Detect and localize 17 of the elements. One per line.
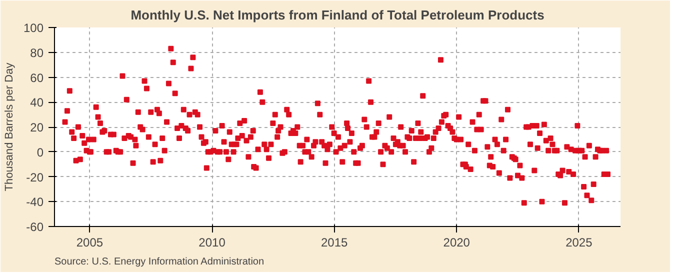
- y-tick-label: -20: [26, 170, 44, 184]
- y-tick-label: 0: [36, 145, 44, 160]
- x-tick-label: 2010: [198, 236, 226, 250]
- y-tick-label: -60: [26, 220, 44, 234]
- source-note: Source: U.S. Energy Information Administration: [54, 256, 264, 268]
- y-tick-label: 40: [30, 96, 44, 110]
- y-tick-label: 20: [30, 120, 44, 134]
- x-tick-label: 2005: [76, 236, 104, 250]
- y-tick-label: 100: [23, 21, 44, 35]
- y-tick-label: -40: [26, 195, 44, 210]
- y-axis-title: Thousand Barrels per Day: [3, 62, 16, 192]
- chart-title: Monthly U.S. Net Imports from Finland of Total Petroleum Products: [130, 8, 544, 22]
- x-tick-label: 2020: [443, 236, 470, 250]
- y-tick-label: 80: [30, 46, 44, 60]
- y-tick-label: 60: [30, 70, 44, 85]
- x-tick-label: 2025: [566, 236, 593, 250]
- x-tick-label: 2015: [320, 236, 348, 250]
